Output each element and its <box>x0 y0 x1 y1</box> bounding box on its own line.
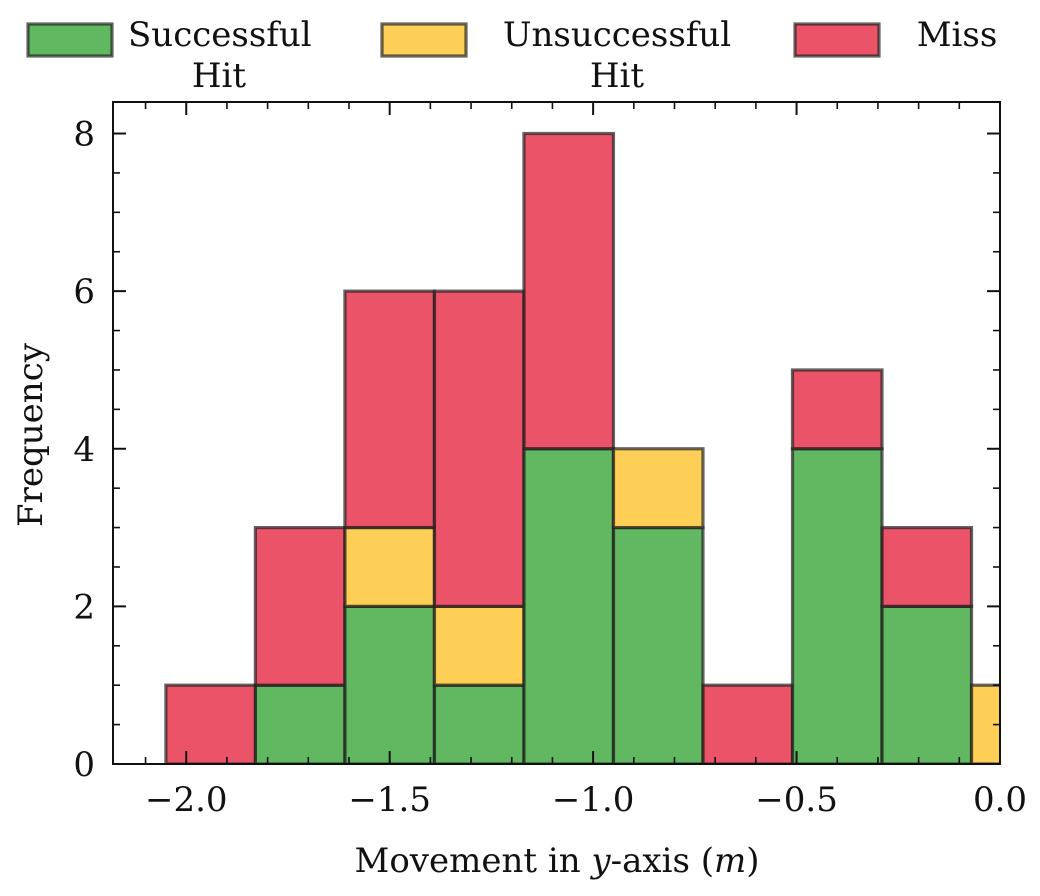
bar-successful-hit-5 <box>611 525 705 764</box>
bar-successful-hit-7 <box>790 447 884 764</box>
bar-miss-8 <box>880 525 974 608</box>
y-tick-label: 2 <box>73 587 95 627</box>
x-tick-label: 0.0 <box>973 780 1027 820</box>
legend-label-unsuccessful-hit: Unsuccessful Hit <box>503 15 731 96</box>
bar-miss-2 <box>343 289 437 530</box>
x-tick-label: −1.0 <box>552 780 635 820</box>
bar-miss-7 <box>790 368 884 451</box>
legend-swatch-miss <box>793 22 881 58</box>
plot-frame <box>112 101 1001 765</box>
x-axis-label: Movement in y-axis (m) <box>355 841 760 881</box>
y-axis-label: Frequency <box>11 342 51 527</box>
bar-miss-1 <box>253 525 347 687</box>
x-tick-label: −1.5 <box>348 780 431 820</box>
legend-label-miss: Miss <box>917 15 998 55</box>
bar-unsuccessful-hit-5 <box>611 447 705 530</box>
y-tick-label: 4 <box>73 430 95 470</box>
bar-miss-3 <box>432 289 526 608</box>
bar-successful-hit-8 <box>880 604 974 764</box>
legend-swatch-unsuccessful-hit <box>380 22 468 58</box>
bar-miss-4 <box>522 131 616 451</box>
axes: −2.0 −1.5 −1.0 −0.5 0.0 0 2 4 6 8 <box>73 101 1027 820</box>
bar-unsuccessful-hit-3 <box>432 604 526 687</box>
legend-swatch-successful-hit <box>26 22 114 58</box>
legend: Successful Hit Unsuccessful Hit Miss <box>26 15 998 96</box>
bar-unsuccessful-hit-2 <box>343 525 437 608</box>
x-tick-label: −0.5 <box>755 780 838 820</box>
bars <box>164 131 1000 764</box>
bar-unsuccessful-hit-9 <box>969 683 1000 764</box>
x-tick-label: −2.0 <box>145 780 228 820</box>
legend-label-successful-hit: Successful Hit <box>128 15 312 96</box>
bar-successful-hit-1 <box>253 683 347 764</box>
y-tick-label: 0 <box>73 745 95 785</box>
y-tick-label: 6 <box>73 272 95 312</box>
bar-miss-6 <box>701 683 795 764</box>
y-tick-label: 8 <box>73 115 95 155</box>
bar-successful-hit-2 <box>343 604 437 764</box>
bar-successful-hit-4 <box>522 447 616 764</box>
bar-miss-0 <box>164 683 258 764</box>
bar-successful-hit-3 <box>432 683 526 764</box>
